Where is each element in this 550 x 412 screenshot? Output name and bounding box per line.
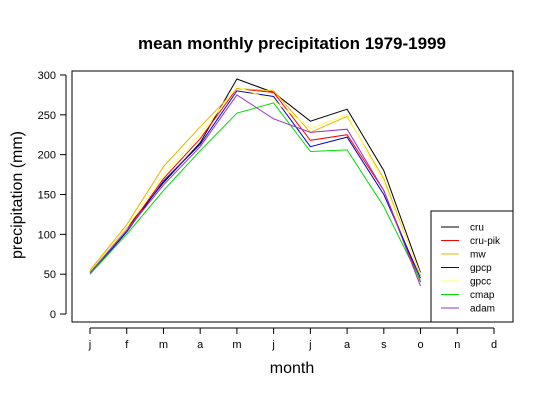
y-tick-label: 0 — [50, 309, 56, 321]
series-line-adam — [89, 94, 421, 287]
x-tick-label: j — [308, 339, 311, 351]
y-tick-label: 150 — [38, 190, 56, 202]
x-tick-label: j — [88, 339, 91, 351]
series-line-gpcp — [89, 90, 421, 279]
x-tick-label: m — [232, 339, 241, 351]
series-line-cru-pik — [89, 87, 421, 283]
series-line-gpcc — [89, 86, 421, 275]
legend-label-gpcc: gpcc — [470, 277, 491, 288]
series-line-mw — [89, 87, 421, 276]
series-line-cmap — [89, 102, 421, 281]
x-tick-label: a — [344, 339, 351, 351]
x-tick-label: a — [197, 339, 204, 351]
legend-label-adam: adam — [470, 304, 495, 315]
x-tick-label: s — [381, 339, 387, 351]
y-tick-label: 50 — [44, 269, 56, 281]
legend-label-cru: cru — [470, 223, 484, 234]
x-tick-label: n — [454, 339, 460, 351]
plot-frame — [71, 70, 514, 323]
y-tick-label: 300 — [38, 70, 56, 82]
y-tick-label: 100 — [38, 229, 56, 241]
x-tick-label: o — [417, 339, 423, 351]
x-axis-label: month — [270, 360, 314, 377]
legend-box — [430, 210, 514, 323]
x-tick-label: j — [271, 339, 274, 351]
legend-label-gpcp: gpcp — [470, 263, 492, 274]
legend-label-mw: mw — [470, 250, 486, 261]
x-tick-label: m — [159, 339, 168, 351]
y-tick-label: 250 — [38, 110, 56, 122]
chart-title: mean monthly precipitation 1979-1999 — [138, 34, 446, 53]
legend-label-cru-pik: cru-pik — [470, 236, 501, 247]
x-tick-label: f — [125, 339, 129, 351]
x-tick-label: d — [491, 339, 497, 351]
legend-label-cmap: cmap — [470, 290, 495, 301]
y-axis: 0 50 100 150 200 250 300 — [38, 70, 67, 321]
legend: cru cru-pik mw gpcp gpcc cmap adam — [430, 210, 514, 323]
series-lines — [89, 78, 421, 287]
y-axis-label: precipitation (mm) — [9, 131, 26, 259]
y-tick-label: 200 — [38, 150, 56, 162]
